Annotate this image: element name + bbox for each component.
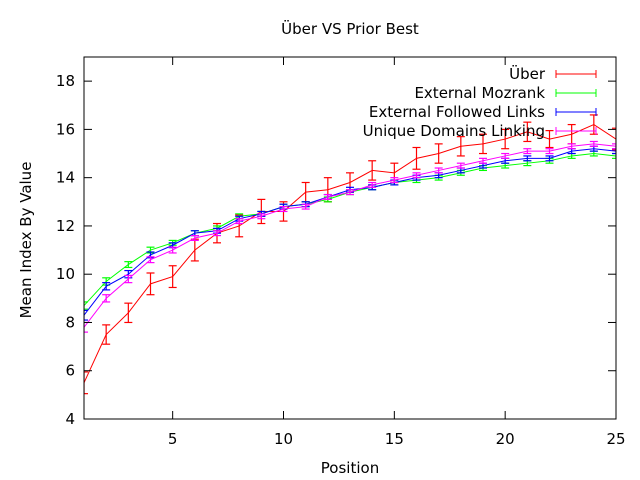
error-bar-unique-domains-linking (168, 246, 177, 254)
x-tick-label: 20 (496, 430, 515, 448)
error-bar--ber (124, 302, 133, 324)
error-bar-unique-domains-linking (124, 274, 133, 284)
error-bar-unique-domains-linking (501, 152, 510, 159)
plot-frame (83, 56, 617, 420)
y-tick-label: 16 (56, 120, 75, 138)
error-bar-unique-domains-linking (301, 203, 310, 210)
error-bar--ber (523, 121, 532, 143)
legend-label: Unique Domains Linking (363, 122, 545, 140)
error-bar-unique-domains-linking (479, 157, 487, 164)
legend-label: Über (509, 64, 546, 83)
error-bar--ber (501, 128, 510, 150)
error-bar-external-followed-links (523, 155, 532, 162)
y-tick-label: 4 (65, 410, 75, 428)
error-bar-unique-domains-linking (213, 230, 221, 237)
y-tick-label: 18 (56, 72, 75, 90)
error-bar-unique-domains-linking (612, 143, 616, 150)
legend-sample-external-mozrank (555, 89, 597, 97)
y-tick-label: 8 (65, 313, 75, 331)
x-tick-label: 25 (606, 430, 625, 448)
y-tick-label: 14 (56, 169, 75, 187)
error-bar-external-mozrank (124, 261, 133, 269)
error-bar-unique-domains-linking (102, 294, 111, 303)
error-bar-unique-domains-linking (235, 218, 244, 225)
error-bar-unique-domains-linking (545, 148, 554, 155)
error-bar--ber (102, 324, 111, 345)
error-bar-unique-domains-linking (323, 193, 332, 200)
y-tick-label: 12 (56, 217, 75, 235)
y-tick-label: 10 (56, 265, 75, 283)
error-bar-external-mozrank (84, 301, 88, 310)
error-bar--ber (146, 272, 155, 296)
error-bar-external-followed-links (545, 155, 554, 162)
x-tick-label: 15 (385, 430, 404, 448)
error-bar--ber (434, 143, 443, 164)
y-axis-label: Mean Index By Value (17, 162, 35, 319)
error-bar-unique-domains-linking (523, 148, 532, 155)
error-bar--ber (168, 265, 177, 289)
error-bar--ber (412, 146, 421, 170)
legend-label: External Mozrank (414, 84, 545, 102)
error-bar--ber (567, 123, 576, 145)
x-axis-label: Position (321, 459, 379, 477)
error-bar-unique-domains-linking (279, 206, 288, 213)
error-bar--ber (545, 130, 554, 149)
plot-area (84, 114, 616, 395)
x-tick-label: 10 (274, 430, 293, 448)
error-bar-unique-domains-linking (567, 143, 576, 150)
error-bar--ber (190, 238, 199, 262)
error-bar-unique-domains-linking (346, 189, 354, 196)
error-bar-unique-domains-linking (368, 181, 377, 188)
error-bar-unique-domains-linking (190, 234, 199, 242)
legend-label: External Followed Links (369, 103, 545, 121)
error-bar--ber (368, 160, 377, 181)
error-bar--ber (84, 371, 88, 395)
legend-sample--ber (555, 70, 597, 78)
error-bar--ber (479, 133, 487, 155)
legend-sample-unique-domains-linking (555, 127, 597, 135)
y-tick-label: 6 (65, 362, 75, 380)
error-bar-unique-domains-linking (412, 172, 421, 179)
error-bar-external-followed-links (102, 282, 111, 291)
error-bar--ber (612, 127, 616, 151)
error-bar-unique-domains-linking (146, 256, 155, 264)
chart-title: Über VS Prior Best (281, 19, 419, 38)
error-bar-unique-domains-linking (589, 140, 598, 147)
error-bar-external-followed-links (84, 309, 88, 321)
legend-sample-external-followed-links (555, 108, 597, 116)
error-bar-unique-domains-linking (456, 162, 465, 169)
error-bar-unique-domains-linking (257, 213, 266, 220)
error-bar-unique-domains-linking (390, 177, 399, 184)
error-bar--ber (456, 136, 465, 157)
series-line-unique-domains-linking (84, 143, 616, 328)
x-tick-label: 5 (168, 430, 178, 448)
error-bar-unique-domains-linking (434, 167, 443, 174)
